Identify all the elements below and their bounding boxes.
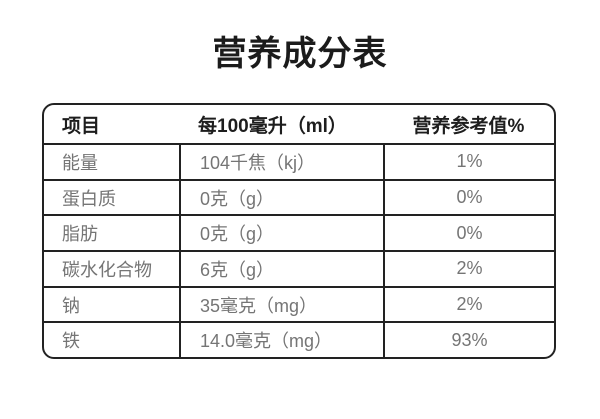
row-amount-value: 35毫克（mg）: [179, 287, 383, 322]
row-item-label: 能量: [62, 152, 98, 173]
table-row-iron: 铁 14.0毫克（mg） 93%: [44, 321, 554, 357]
row-nrv-value: 0%: [383, 180, 554, 215]
row-amount-value: 0克（g）: [179, 180, 383, 215]
row-nrv-value: 0%: [383, 216, 554, 251]
row-item-label: 碳水化合物: [62, 259, 152, 280]
row-item-label: 铁: [62, 331, 80, 352]
row-item-label: 脂肪: [62, 224, 98, 245]
row-item-label: 蛋白质: [62, 188, 116, 209]
table-header-row: 项目 每100毫升（ml） 营养参考值%: [44, 105, 554, 143]
table-row-carbohydrate: 碳水化合物 6克（g） 2%: [44, 250, 554, 286]
row-nrv-value: 93%: [383, 323, 554, 357]
table-row-energy: 能量 104千焦（kj） 1%: [44, 143, 554, 179]
table-row-protein: 蛋白质 0克（g） 0%: [44, 178, 554, 215]
table-row-fat: 脂肪 0克（g） 0%: [44, 214, 554, 251]
row-amount-value: 14.0毫克（mg）: [179, 323, 383, 357]
table-row-sodium: 钠 35毫克（mg） 2%: [44, 285, 554, 322]
row-nrv-value: 2%: [383, 287, 554, 322]
row-nrv-value: 2%: [383, 252, 554, 286]
header-item: 项目: [62, 115, 101, 137]
row-item-label: 钠: [62, 295, 80, 316]
nutrition-table: 项目 每100毫升（ml） 营养参考值% 能量 104千焦（kj） 1% 蛋白质…: [42, 103, 556, 359]
row-nrv-value: 1%: [383, 145, 554, 179]
row-amount-value: 0克（g）: [179, 216, 383, 251]
page-title: 营养成分表: [212, 35, 388, 73]
row-amount-value: 104千焦（kj）: [179, 145, 383, 179]
header-per-100ml: 每100毫升（ml）: [198, 115, 347, 137]
row-amount-value: 6克（g）: [179, 252, 383, 286]
header-nrv-percent: 营养参考值%: [412, 115, 525, 137]
